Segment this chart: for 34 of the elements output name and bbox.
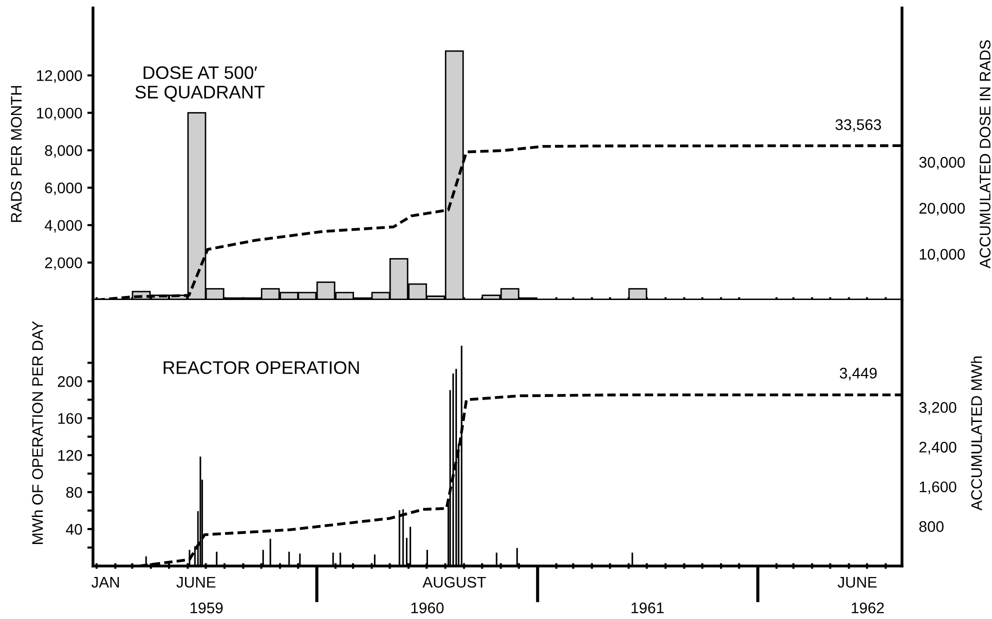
y2-tick-label: 3,200	[919, 402, 956, 415]
y-tick-label: 160	[58, 413, 82, 424]
y-tick-label: 10,000	[37, 108, 82, 120]
y2-axis-title: ACCUMULATED MWh	[970, 356, 982, 510]
annotation: 3,449	[840, 368, 877, 380]
y-tick-label: 200	[58, 376, 82, 387]
x-tick-label: JUNE	[176, 576, 216, 588]
y-tick-label: 6,000	[45, 182, 82, 196]
y-tick-label: 120	[58, 450, 82, 461]
x2-tick-label: 1961	[632, 602, 664, 614]
y2-tick-label: 10,000	[920, 248, 965, 262]
y-tick-label: 80	[66, 486, 82, 498]
text: REACTOR OPERATION	[164, 361, 359, 374]
y2-tick-label: 20,000	[919, 202, 965, 216]
y2-tick-label: 2,400	[919, 442, 956, 454]
text: DOSE AT 500′ SE QUADRANT	[135, 66, 265, 102]
y-tick-label: 4,000	[44, 220, 82, 233]
y-tick-label: 40	[66, 524, 82, 535]
y-axis-title: MWh OF OPERATION PER DAY	[32, 321, 43, 544]
annotation: 33,563	[836, 119, 882, 132]
x2-tick-label: 1960	[411, 602, 444, 614]
x-tick-label: JUNE	[838, 576, 877, 588]
y-axis-title: RADS PER MONTH	[10, 86, 22, 222]
x2-tick-label: 1959	[190, 602, 223, 614]
y2-axis-title: ACCUMULATED DOSE IN RADS	[980, 40, 990, 268]
y2-tick-label: 800	[919, 521, 944, 532]
y-tick-label: 12,000	[37, 70, 82, 83]
x2-tick-label: 1962	[852, 602, 884, 614]
y2-tick-label: 30,000	[919, 156, 965, 170]
x-tick-label: JAN	[91, 576, 119, 588]
y-tick-label: 8,000	[45, 145, 82, 158]
x-tick-label: AUGUST	[422, 576, 486, 588]
y2-tick-label: 1,600	[920, 481, 956, 494]
y-tick-label: 2,000	[45, 257, 82, 270]
